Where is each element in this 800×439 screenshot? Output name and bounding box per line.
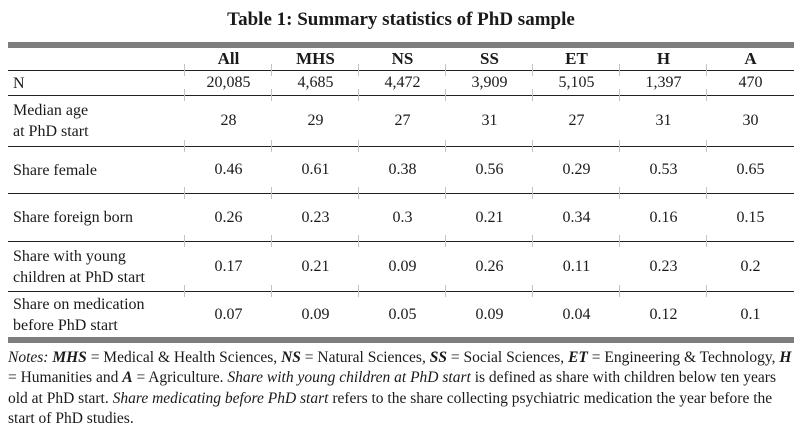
notes-plain-text: = Social Sciences, — [446, 349, 569, 366]
notes-plain-text: refers to the share collecting psychiatr… — [8, 389, 773, 427]
notes-emphasis-text: ET — [568, 349, 588, 366]
col-header-et: ET — [565, 49, 588, 68]
notes-emphasis-text: A — [122, 369, 133, 387]
cell-value: 31 — [619, 88, 707, 147]
cell-value: 0.3 — [358, 186, 446, 242]
cell-value: 0.56 — [445, 139, 533, 194]
cell-value: 0.09 — [358, 234, 446, 292]
notes-plain-text: = Engineering & Technology, — [587, 349, 780, 366]
cell-value: 0.53 — [619, 139, 707, 194]
cell-value: 0.21 — [271, 234, 359, 292]
cell-value: 20,085 — [184, 63, 272, 96]
cell-value: 0.12 — [619, 284, 707, 341]
table-row-share-foreign-born: Share foreign born 0.26 0.23 0.3 0.21 0.… — [8, 186, 794, 242]
table-notes: Notes: MHS = Medical & Health Sciences, … — [8, 348, 792, 429]
cell-value: 27 — [532, 88, 620, 147]
table-row-share-young-children: Share with young children at PhD start 0… — [8, 234, 794, 292]
row-label: Share female — [13, 161, 97, 179]
cell-value: 0.15 — [706, 186, 794, 242]
cell-value: 470 — [706, 63, 794, 96]
table-row-share-medication: Share on medication before PhD start 0.0… — [8, 284, 794, 341]
cell-value: 5,105 — [532, 63, 620, 96]
cell-value: 0.07 — [184, 284, 272, 341]
cell-value: 0.23 — [271, 186, 359, 242]
col-header-ns: NS — [391, 49, 414, 68]
notes-emphasis-text: Notes: — [8, 349, 53, 366]
row-label: Share with young children at PhD start — [13, 247, 145, 286]
cell-value: 0.34 — [532, 186, 620, 242]
corner-cell — [8, 45, 185, 71]
header-row: All MHS NS SS ET H A — [8, 45, 794, 71]
cell-value: 0.46 — [184, 139, 272, 194]
table-row-share-female: Share female 0.46 0.61 0.38 0.56 0.29 0.… — [8, 139, 794, 194]
cell-value: 30 — [706, 88, 794, 147]
document-page: Table 1: Summary statistics of PhD sampl… — [8, 9, 794, 429]
cell-value: 0.11 — [532, 234, 620, 292]
col-header-all: All — [217, 49, 240, 68]
notes-plain-text: = Natural Sciences, — [300, 349, 430, 366]
notes-emphasis-text: Share medicating before PhD start — [112, 389, 329, 407]
cell-value: 0.29 — [532, 139, 620, 194]
notes-emphasis-text: SS — [429, 349, 447, 366]
row-label: Share on medication before PhD start — [13, 295, 145, 334]
row-label: N — [13, 74, 25, 92]
cell-value: 0.1 — [706, 284, 794, 341]
cell-value: 0.26 — [445, 234, 533, 292]
col-header-ss: SS — [480, 49, 499, 68]
notes-plain-text: is defined as share with children below … — [8, 369, 776, 407]
notes-emphasis-text: H — [779, 349, 792, 366]
cell-value: 4,472 — [358, 63, 446, 96]
table-row-median-age: Median age at PhD start 28 29 27 31 27 3… — [8, 88, 794, 147]
cell-value: 29 — [271, 88, 359, 147]
col-header-h: H — [656, 49, 671, 68]
col-header-mhs: MHS — [296, 49, 335, 68]
cell-value: 0.09 — [271, 284, 359, 341]
cell-value: 0.16 — [619, 186, 707, 242]
notes-plain-text: = Medical & Health Sciences, — [86, 349, 282, 366]
table-title: Table 1: Summary statistics of PhD sampl… — [227, 9, 575, 30]
cell-value: 28 — [184, 88, 272, 147]
col-header-a: A — [744, 49, 757, 68]
cell-value: 0.65 — [706, 139, 794, 194]
cell-value: 0.09 — [445, 284, 533, 341]
cell-value: 0.21 — [445, 186, 533, 242]
cell-value: 0.2 — [706, 234, 794, 292]
notes-plain-text: = Agriculture. — [132, 369, 228, 387]
cell-value: 1,397 — [619, 63, 707, 96]
cell-value: 27 — [358, 88, 446, 147]
cell-value: 31 — [445, 88, 533, 147]
cell-value: 0.04 — [532, 284, 620, 341]
table-row-n: N 20,085 4,685 4,472 3,909 5,105 1,397 4… — [8, 63, 794, 96]
notes-emphasis-text: NS — [281, 349, 301, 366]
cell-value: 0.26 — [184, 186, 272, 242]
cell-value: 0.38 — [358, 139, 446, 194]
cell-value: 4,685 — [271, 63, 359, 96]
row-label: Median age at PhD start — [13, 102, 89, 140]
notes-emphasis-text: MHS — [52, 349, 87, 366]
cell-value: 0.05 — [358, 284, 446, 341]
row-label: Share foreign born — [13, 209, 133, 226]
cell-value: 0.17 — [184, 234, 272, 292]
notes-emphasis-text: Share with young children at PhD start — [227, 369, 471, 387]
notes-plain-text: = Humanities and — [8, 369, 123, 387]
summary-statistics-table: All MHS NS SS ET H A N 20,085 4,685 4,47… — [8, 42, 794, 343]
cell-value: 0.23 — [619, 234, 707, 292]
cell-value: 3,909 — [445, 63, 533, 96]
cell-value: 0.61 — [271, 139, 359, 194]
